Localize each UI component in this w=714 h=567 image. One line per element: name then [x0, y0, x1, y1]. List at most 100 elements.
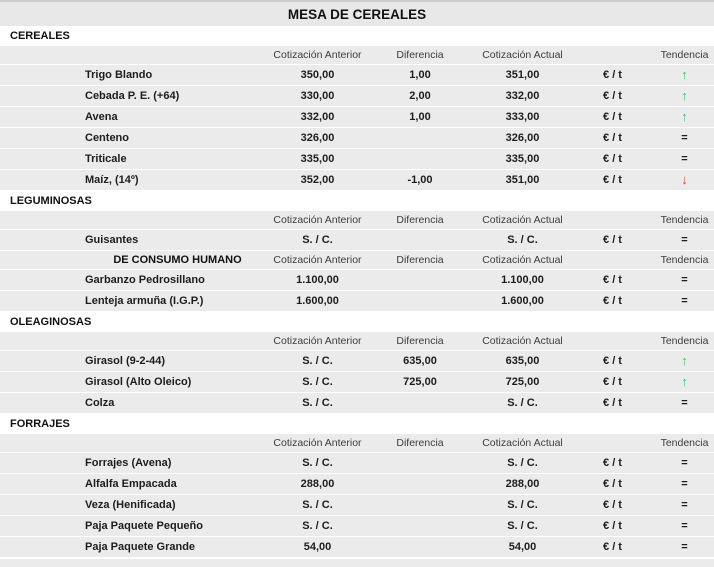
product-name-cell: Cebada P. E. (+64)	[85, 90, 180, 102]
trend-cell: ↓	[655, 173, 714, 187]
product-name-cell: Triticale	[85, 153, 127, 165]
table-row: Paja Paquete Pequeño S. / C. S. / C. € / t =	[0, 516, 714, 537]
unit-cell: € / t	[603, 90, 622, 102]
product-name-cell: Centeno	[85, 132, 129, 144]
anterior-cell: S. / C.	[302, 355, 333, 367]
price-table: CEREALES Cotización Anterior Diferencia Cot…	[0, 26, 714, 558]
anterior-cell: 352,00	[300, 174, 335, 186]
table-row: Alfalfa Empacada 288,00 288,00 € / t =	[0, 474, 714, 495]
trend-equal-icon: =	[681, 478, 688, 490]
trend-equal-icon: =	[681, 234, 688, 246]
unit-cell: € / t	[603, 111, 622, 123]
column-header-actual: Cotización Actual	[482, 214, 563, 226]
actual-cell: S. / C.	[507, 457, 538, 469]
column-header-actual: Cotización Actual	[482, 49, 563, 61]
column-header-anterior: Cotización Anterior	[273, 254, 362, 266]
trend-equal-icon: =	[681, 457, 688, 469]
column-header-diferencia: Diferencia	[396, 214, 444, 226]
trend-cell: ↑	[655, 68, 714, 82]
trend-down-icon: ↓	[681, 173, 688, 187]
unit-cell: € / t	[603, 376, 622, 388]
table-row: Avena 332,00 1,00 333,00 € / t ↑	[0, 107, 714, 128]
trend-cell: =	[655, 295, 714, 307]
anterior-cell: 288,00	[300, 478, 335, 490]
anterior-cell: 335,00	[300, 153, 335, 165]
column-header-diferencia: Diferencia	[396, 254, 444, 266]
diferencia-cell: 2,00	[409, 90, 431, 102]
anterior-cell: 1.600,00	[296, 295, 339, 307]
unit-cell: € / t	[603, 457, 622, 469]
product-name-cell: Alfalfa Empacada	[85, 478, 177, 490]
table-row: Lenteja armuña (I.G.P.) 1.600,00 1.600,00 €…	[0, 291, 714, 312]
table-row: Veza (Henificada) S. / C. S. / C. € / t =	[0, 495, 714, 516]
diferencia-cell: 1,00	[409, 69, 431, 81]
actual-cell: 335,00	[505, 153, 540, 165]
trend-cell: =	[655, 153, 714, 165]
product-name-cell: Girasol (9-2-44)	[85, 355, 166, 367]
anterior-cell: 1.100,00	[296, 274, 339, 286]
column-header-actual: Cotización Actual	[482, 254, 563, 266]
column-header-tendencia: Tendencia	[660, 335, 709, 347]
actual-cell: 635,00	[505, 355, 540, 367]
table-row: Trigo Blando 350,00 1,00 351,00 € / t ↑	[0, 65, 714, 86]
anterior-cell: S. / C.	[302, 397, 333, 409]
trend-equal-icon: =	[681, 153, 688, 165]
anterior-cell: S. / C.	[302, 234, 333, 246]
table-row: Cebada P. E. (+64) 330,00 2,00 332,00 € / t ↑	[0, 86, 714, 107]
column-header-actual: Cotización Actual	[482, 335, 563, 347]
column-header-diferencia: Diferencia	[396, 437, 444, 449]
actual-cell: S. / C.	[507, 234, 538, 246]
trend-cell: ↑	[655, 110, 714, 124]
product-name-cell: Paja Paquete Pequeño	[85, 520, 203, 532]
trend-cell: =	[655, 274, 714, 286]
product-name-cell: Guisantes	[85, 234, 139, 246]
column-header-row: Cotización Anterior Diferencia Cotización …	[0, 46, 714, 65]
trend-equal-icon: =	[681, 397, 688, 409]
sub-section-label: DE CONSUMO HUMANO	[113, 254, 242, 266]
section-header-label: FORRAJES	[10, 418, 70, 430]
column-header-anterior: Cotización Anterior	[273, 335, 362, 347]
diferencia-cell: 635,00	[403, 355, 437, 367]
trend-cell: =	[655, 234, 714, 246]
unit-cell: € / t	[603, 520, 622, 532]
product-name-cell: Colza	[85, 397, 115, 409]
anterior-cell: 350,00	[300, 69, 335, 81]
trend-up-icon: ↑	[681, 354, 688, 368]
unit-cell: € / t	[603, 397, 622, 409]
table-row: Forrajes (Avena) S. / C. S. / C. € / t =	[0, 453, 714, 474]
table-row: Girasol (Alto Oleico) S. / C. 725,00 725,00…	[0, 372, 714, 393]
table-row: Girasol (9-2-44) S. / C. 635,00 635,00 € / t…	[0, 351, 714, 372]
product-name-cell: Trigo Blando	[85, 69, 153, 81]
anterior-cell: 330,00	[300, 90, 335, 102]
unit-cell: € / t	[603, 478, 622, 490]
unit-cell: € / t	[603, 541, 622, 553]
actual-cell: 351,00	[505, 174, 540, 186]
anterior-cell: S. / C.	[302, 376, 333, 388]
column-header-diferencia: Diferencia	[396, 49, 444, 61]
unit-cell: € / t	[603, 295, 622, 307]
table-row: Centeno 326,00 326,00 € / t =	[0, 128, 714, 149]
product-name-cell: Maíz, (14º)	[85, 174, 139, 186]
page-title: MESA DE CEREALES	[287, 6, 427, 22]
column-header-tendencia: Tendencia	[660, 437, 709, 449]
actual-cell: S. / C.	[507, 397, 538, 409]
table-row: Maíz, (14º) 352,00 -1,00 351,00 € / t ↓	[0, 170, 714, 191]
actual-cell: 333,00	[505, 111, 540, 123]
table-footer-strip	[0, 558, 714, 567]
actual-cell: 288,00	[505, 478, 540, 490]
trend-cell: =	[655, 520, 714, 532]
anterior-cell: S. / C.	[302, 499, 333, 511]
product-name-cell: Avena	[85, 111, 118, 123]
product-name-cell: Paja Paquete Grande	[85, 541, 196, 553]
trend-up-icon: ↑	[681, 68, 688, 82]
anterior-cell: 332,00	[300, 111, 335, 123]
column-header-row: Cotización Anterior Diferencia Cotización …	[0, 332, 714, 351]
unit-cell: € / t	[603, 234, 622, 246]
trend-cell: =	[655, 499, 714, 511]
actual-cell: S. / C.	[507, 520, 538, 532]
trend-up-icon: ↑	[681, 89, 688, 103]
trend-up-icon: ↑	[681, 375, 688, 389]
section-header: LEGUMINOSAS	[0, 191, 714, 211]
unit-cell: € / t	[603, 153, 622, 165]
product-name-cell: Forrajes (Avena)	[85, 457, 172, 469]
